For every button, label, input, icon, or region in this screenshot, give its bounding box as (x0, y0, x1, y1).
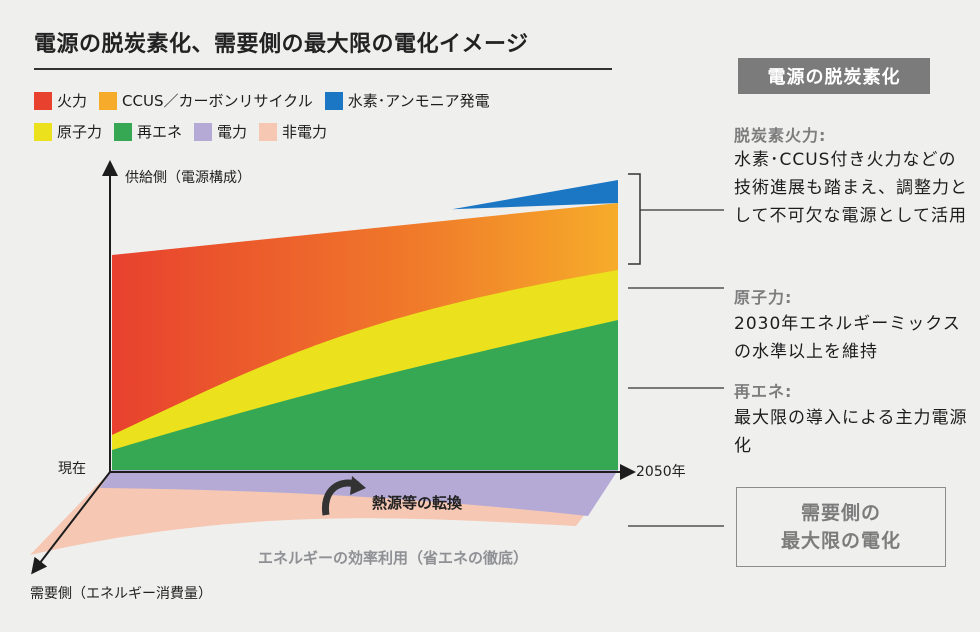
legend-label: 電力 (217, 123, 248, 141)
y-axis-label: 供給側（電源構成） (125, 170, 251, 186)
legend-label: 原子力 (57, 123, 103, 141)
x-end-label: 2050年 (636, 464, 686, 480)
legend-label: 水素･アンモニア発電 (347, 92, 490, 110)
legend2-item-2: 電力 (194, 121, 247, 142)
legend2-item-3: 非電力 (259, 121, 327, 142)
thermal-note-body: 水素･CCUS付き火力などの技術進展も踏まえ、調整力として不可欠な電源として活用 (734, 150, 968, 226)
title-divider (34, 68, 612, 70)
x-start-label: 現在 (58, 461, 86, 477)
fuel-switch-label: 熱源等の転換 (372, 494, 463, 512)
z-axis-label: 需要側（エネルギー消費量） (30, 586, 212, 602)
legend-label: 火力 (57, 92, 88, 110)
legend1-item-0: 火力 (34, 90, 87, 111)
thermal-note-heading: 脱炭素火力: (734, 126, 827, 145)
legend1-item-1: CCUS／カーボンリサイクル (99, 90, 313, 111)
legend2-item-0: 原子力 (34, 121, 102, 142)
efficiency-label: エネルギーの効率利用（省エネの徹底） (258, 549, 529, 567)
area-hydrogen-ammonia (452, 180, 618, 210)
legend-label: 非電力 (282, 123, 328, 141)
demand-electrification-box: 需要側の 最大限の電化 (736, 487, 946, 567)
legend-row-2: 原子力 再エネ 電力 非電力 (34, 121, 339, 142)
demand-box-line-2: 最大限の電化 (780, 530, 901, 552)
legend-swatch (259, 122, 278, 141)
nuclear-note-heading: 原子力: (734, 288, 793, 307)
legend-swatch (114, 122, 133, 141)
renewables-note-body: 最大限の導入による主力電源化 (734, 408, 968, 456)
decarbonization-badge: 電源の脱炭素化 (738, 58, 930, 94)
legend-swatch (34, 91, 52, 110)
page-title: 電源の脱炭素化、需要側の最大限の電化イメージ (34, 32, 529, 57)
legend1-item-2: 水素･アンモニア発電 (324, 90, 490, 111)
legend-row-1: 火力 CCUS／カーボンリサイクル 水素･アンモニア発電 (34, 90, 502, 111)
legend2-item-1: 再エネ (114, 121, 182, 142)
legend-swatch (34, 122, 52, 141)
legend-label: CCUS／カーボンリサイクル (122, 92, 313, 110)
demand-box-line-1: 需要側の (800, 502, 881, 524)
thermal-bracket (628, 173, 641, 265)
legend-swatch (324, 91, 343, 110)
area-nuclear (112, 270, 618, 450)
area-renewables (112, 320, 618, 470)
legend-swatch (194, 122, 213, 141)
fuel-switch-arrowhead (350, 476, 366, 495)
nuclear-note-body: 2030年エネルギーミックスの水準以上を維持 (734, 314, 961, 362)
renewables-note-heading: 再エネ: (734, 382, 793, 401)
legend-label: 再エネ (137, 123, 183, 141)
legend-swatch (99, 91, 118, 110)
z-axis (31, 471, 111, 575)
area-electric (100, 470, 618, 516)
